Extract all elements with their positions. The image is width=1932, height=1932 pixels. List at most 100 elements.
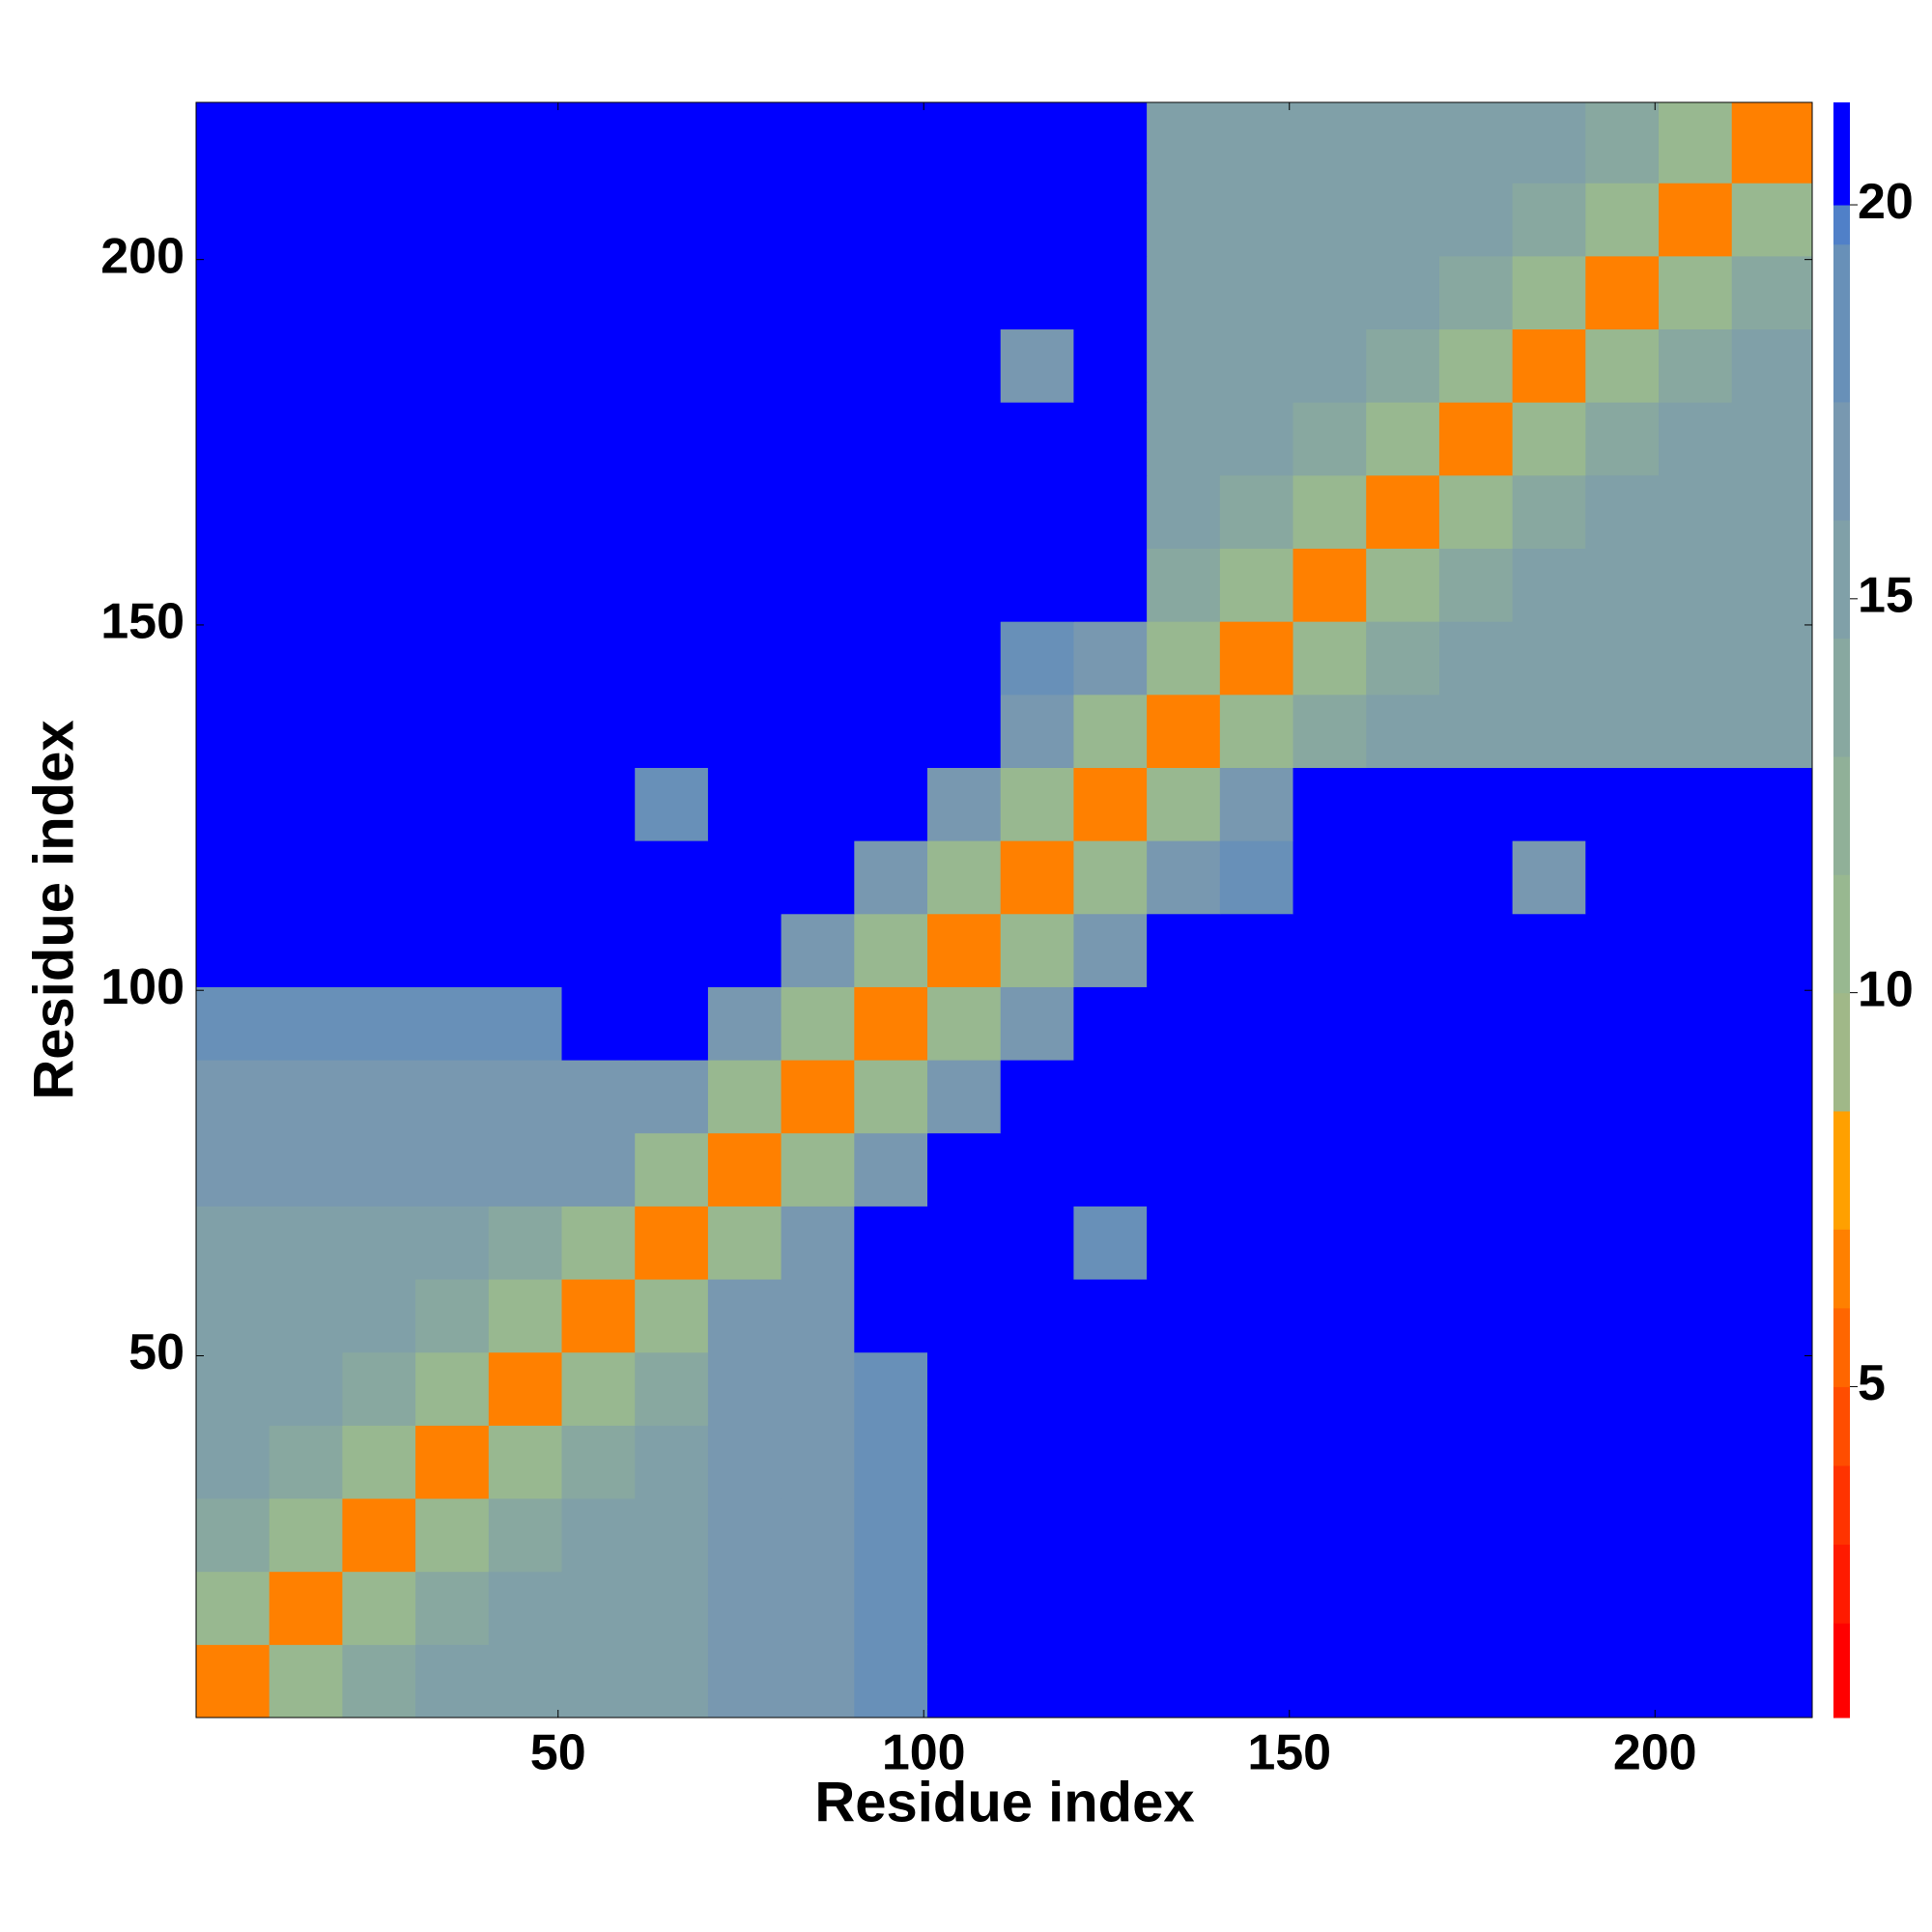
heatmap-cell — [635, 840, 709, 915]
heatmap-cell — [488, 1132, 563, 1207]
heatmap-cell — [342, 986, 416, 1061]
heatmap-cell — [1438, 621, 1514, 696]
heatmap-cell — [1438, 474, 1514, 550]
colorbar-band — [1833, 1544, 1850, 1624]
heatmap-cell — [927, 1425, 1002, 1499]
heatmap-cell — [707, 986, 782, 1061]
heatmap-cell — [1512, 1060, 1586, 1134]
heatmap-cell — [1366, 1644, 1440, 1719]
heatmap-cell — [1000, 1060, 1074, 1134]
heatmap-cell — [927, 474, 1002, 550]
heatmap-cell — [707, 1351, 782, 1426]
heatmap-cell — [1147, 694, 1221, 768]
heatmap-cell — [854, 474, 928, 550]
colorbar-band — [1833, 874, 1850, 994]
heatmap-cell — [1585, 474, 1660, 550]
heatmap-cell — [707, 183, 782, 257]
heatmap-cell — [561, 1425, 636, 1499]
colorbar-band — [1833, 1110, 1850, 1230]
heatmap-cell — [1147, 1425, 1221, 1499]
heatmap-cell — [1147, 1060, 1221, 1134]
heatmap-cell — [1293, 548, 1367, 622]
y-axis-label: Residue index — [22, 720, 85, 1099]
heatmap-cell — [1731, 1279, 1813, 1353]
heatmap-cell — [1366, 402, 1440, 476]
heatmap-cell — [1219, 255, 1294, 330]
heatmap-cell — [1073, 840, 1148, 915]
heatmap-cell — [1659, 183, 1733, 257]
heatmap-cell — [854, 840, 928, 915]
heatmap-cell — [561, 1571, 636, 1645]
heatmap-cell — [707, 255, 782, 330]
heatmap-cell — [342, 255, 416, 330]
heatmap-cell — [561, 621, 636, 696]
colorbar-band — [1833, 1386, 1850, 1466]
heatmap-cell — [415, 1498, 490, 1573]
heatmap-cell — [1512, 102, 1586, 184]
heatmap-cell — [1219, 840, 1294, 915]
heatmap-cell — [635, 1060, 709, 1134]
heatmap-cell — [1073, 255, 1148, 330]
heatmap-cell — [1000, 621, 1074, 696]
colorbar-band — [1833, 1229, 1850, 1309]
heatmap-cell — [1659, 1279, 1733, 1353]
heatmap-cell — [196, 102, 270, 184]
heatmap-cell — [1659, 474, 1733, 550]
heatmap-cell — [1366, 1351, 1440, 1426]
heatmap-cell — [1000, 548, 1074, 622]
heatmap-cell — [927, 1279, 1002, 1353]
heatmap-cell — [1512, 255, 1586, 330]
heatmap-cell — [1147, 840, 1221, 915]
heatmap-cell — [1000, 694, 1074, 768]
heatmap-cell — [1512, 621, 1586, 696]
heatmap-cell — [1512, 1279, 1586, 1353]
heatmap-cell — [635, 1206, 709, 1280]
heatmap-cell — [707, 1498, 782, 1573]
colorbar-band — [1833, 638, 1850, 757]
colorbar-tick-label: 15 — [1858, 568, 1914, 624]
heatmap-cell — [1659, 102, 1733, 184]
y-tick-label: 150 — [100, 594, 185, 650]
heatmap-cell — [488, 183, 563, 257]
heatmap-cell — [707, 1060, 782, 1134]
heatmap-cell — [1000, 1571, 1074, 1645]
heatmap-cell — [1147, 1644, 1221, 1719]
heatmap-cell — [1659, 255, 1733, 330]
heatmap-cell — [342, 102, 416, 184]
heatmap-cell — [1585, 102, 1660, 184]
heatmap-cell — [1147, 102, 1221, 184]
heatmap-cell — [1000, 1425, 1074, 1499]
colorbar-band — [1833, 755, 1850, 875]
heatmap-cell — [1512, 1351, 1586, 1426]
heatmap-cell — [269, 621, 343, 696]
heatmap-cell — [342, 1571, 416, 1645]
heatmap-cell — [781, 1644, 855, 1719]
heatmap-cell — [488, 840, 563, 915]
heatmap-cell — [854, 548, 928, 622]
heatmap-cell — [488, 1060, 563, 1134]
heatmap-cell — [1147, 183, 1221, 257]
heatmap-cell — [1731, 913, 1813, 987]
heatmap-cell — [342, 1060, 416, 1134]
heatmap-cell — [1293, 1498, 1367, 1573]
heatmap-cell — [854, 1351, 928, 1426]
heatmap-cell — [342, 1498, 416, 1573]
heatmap-cell — [1512, 1644, 1586, 1719]
heatmap-cell — [561, 694, 636, 768]
heatmap-cell — [927, 1132, 1002, 1207]
heatmap-cell — [415, 1132, 490, 1207]
heatmap-cell — [1293, 1060, 1367, 1134]
heatmap-cell — [561, 402, 636, 476]
heatmap-cell — [1366, 474, 1440, 550]
heatmap-cell — [1366, 328, 1440, 403]
heatmap-cell — [488, 1279, 563, 1353]
heatmap-cell — [1585, 1279, 1660, 1353]
heatmap-cell — [1073, 621, 1148, 696]
heatmap-cell — [1585, 767, 1660, 841]
heatmap-cell — [1219, 328, 1294, 403]
heatmap-cell — [1659, 328, 1733, 403]
heatmap-cell — [781, 621, 855, 696]
heatmap-cell — [854, 1132, 928, 1207]
heatmap-cell — [635, 913, 709, 987]
heatmap-cell — [927, 1206, 1002, 1280]
